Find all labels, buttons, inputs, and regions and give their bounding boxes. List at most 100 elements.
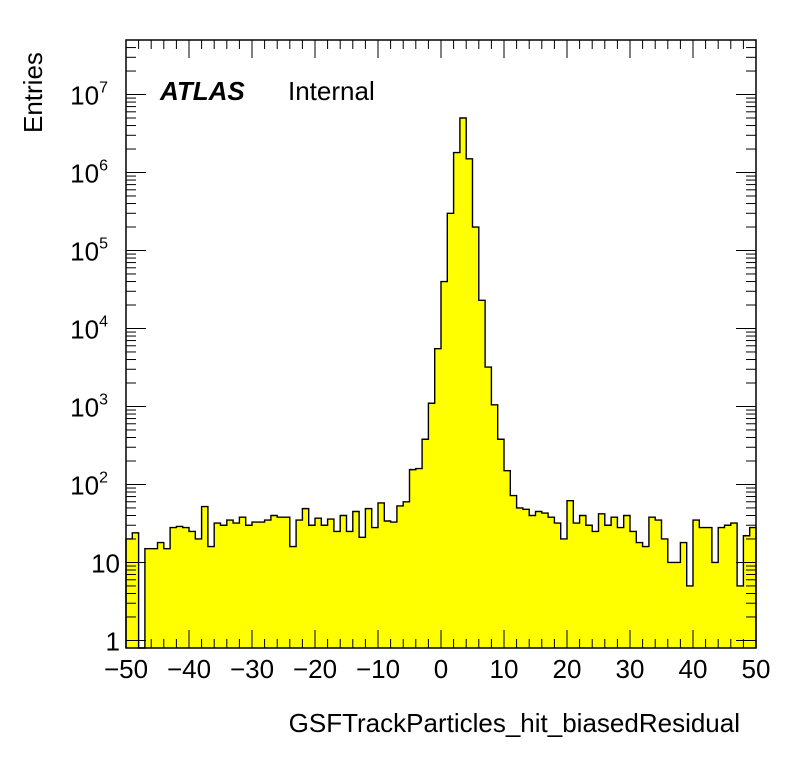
histogram-bar [686,585,694,648]
histogram-bar [478,300,486,648]
histogram-bar [365,508,372,648]
histogram-bar [598,513,606,648]
histogram-bar [636,542,643,648]
x-tick-label: −30 [230,654,274,684]
histogram-bar [441,281,448,648]
histogram-bar [132,532,139,648]
histogram-bar [352,511,360,648]
histogram-bar [163,548,171,648]
histogram-bar [151,548,158,648]
histogram-bar [730,523,738,648]
x-tick-label: 20 [553,654,582,684]
histogram-bar [189,531,196,648]
histogram-bar [497,439,505,648]
histogram-bar [396,505,404,648]
histogram-bar [214,523,221,648]
histogram-bar [195,538,202,648]
histogram-bar [737,585,744,648]
x-axis-ticks [125,40,757,648]
x-tick-label: −40 [167,654,211,684]
histogram-bar [554,523,561,648]
histogram-bar [258,522,265,648]
atlas-label: ATLAS [159,76,245,106]
histogram-bar [705,527,713,648]
x-tick-label: 50 [742,654,771,684]
y-tick-label: 105 [70,235,108,266]
histogram-bar [699,527,706,648]
histogram-bar [346,531,354,648]
histogram-bar [630,531,637,648]
histogram-bar [308,525,316,648]
histogram-bar [718,527,725,648]
y-tick-label: 103 [70,391,108,422]
x-tick-label: 30 [616,654,645,684]
histogram-bar [359,537,366,648]
histogram-bar [176,526,183,648]
histogram-bar [573,523,580,648]
histogram-bar [270,515,278,648]
histogram-bar [390,522,398,648]
histogram-bar [283,517,291,648]
histogram-bar [302,508,309,648]
y-tick-labels: 1 10 102 103 104 105 106 107 [70,80,120,657]
histogram-bar [522,509,530,648]
x-axis-label: GSFTrackParticles_hit_biasedResidual [289,708,740,738]
y-tick-label: 10 [91,548,120,578]
x-tick-label: 10 [490,654,519,684]
histogram-bar [340,515,347,648]
histogram-bar [516,507,524,648]
x-tick-label: −50 [104,654,148,684]
histogram-bar [711,562,719,648]
histogram-bar [724,525,732,648]
histogram-bar [409,469,417,648]
histogram-bar [264,520,272,648]
histogram-bar [245,525,253,648]
histogram-bar [579,515,587,648]
histogram-bar [680,542,687,648]
histogram-bar [201,506,209,648]
histogram-bar [661,538,669,648]
x-tick-label: 40 [679,654,708,684]
histogram-bar [252,522,259,648]
histogram-bar [743,535,750,648]
histogram-bar [548,517,555,648]
x-tick-labels: −50 −40 −30 −20 −10 0 10 20 30 40 50 [104,654,771,684]
histogram-bar [674,562,681,648]
histogram-bars [126,117,757,649]
histogram-bar [485,367,492,648]
histogram-bar [182,527,190,648]
histogram-bar [648,517,656,648]
histogram-bar [623,515,631,648]
histogram-bar [157,542,165,648]
y-tick-label: 104 [70,313,108,344]
histogram-bar [510,495,517,648]
histogram-bar [447,213,454,648]
histogram-bar [693,520,700,648]
histogram-bar [144,548,152,648]
y-axis-label: Entries [18,52,48,133]
histogram-bar [207,546,215,648]
histogram-bar [371,527,379,648]
histogram-bar [453,152,461,648]
histogram-bar [384,521,391,648]
x-tick-label: −10 [356,654,400,684]
histogram-bar [611,517,618,648]
histogram-bar [655,520,662,648]
x-tick-label: −20 [293,654,337,684]
histogram-bar [315,518,322,648]
histogram-bar [277,517,284,648]
histogram-outline [125,117,757,649]
x-tick-label: 0 [434,654,448,684]
histogram-bar [321,525,328,648]
y-axis-ticks [126,39,756,641]
y-tick-label: 107 [70,80,108,111]
histogram-bar [642,546,650,648]
histogram-bar [560,538,568,648]
histogram-bar [504,470,511,648]
histogram-bar [333,531,341,648]
histogram-bar [170,527,177,648]
histogram-bar [466,158,473,649]
histogram-bar [749,527,757,648]
histogram-bar [239,517,246,648]
